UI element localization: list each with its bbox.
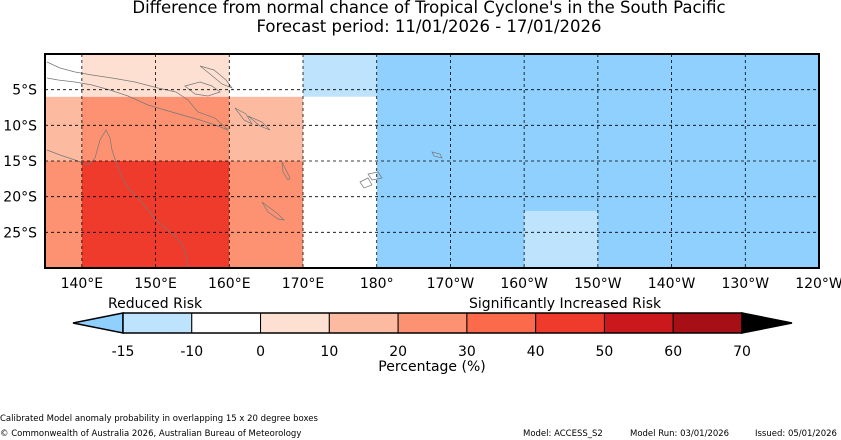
coastline-new-ireland — [199, 65, 234, 89]
risk-cell-10 — [81, 161, 230, 268]
colorbar: -15 -10 0 10 20 30 40 50 60 70 — [72, 312, 793, 360]
risk-cell-2 — [229, 54, 303, 97]
colorbar-tick-label: -15 — [112, 344, 135, 360]
lon-tick-label: 160°E — [208, 276, 251, 292]
coastline-papua-new-guinea — [46, 61, 229, 131]
colorbar-outline — [122, 312, 743, 334]
colorbar-tick-label: 0 — [256, 344, 265, 360]
footer-description: Calibrated Model anomaly probability in … — [0, 414, 318, 424]
colorbar-labels: Reduced Risk Significantly Increased Ris… — [108, 296, 662, 375]
map-axes: 140°E 150°E 160°E 170°E 180° 170°W 160°W 150°W 1… — [3, 83, 841, 292]
lon-tick-label: 140°W — [648, 276, 696, 292]
risk-cell-3 — [303, 54, 377, 97]
colorbar-tick-label: 50 — [596, 344, 614, 360]
map-title: Difference from normal chance of Tropica… — [132, 0, 726, 17]
footer-copyright: © Commonwealth of Australia 2026, Austra… — [0, 429, 302, 439]
colorbar-segment-8 — [672, 312, 743, 334]
risk-cell-8 — [303, 96, 377, 268]
coastline-queensland — [46, 129, 189, 268]
colorbar-tick-label: 30 — [458, 344, 476, 360]
colorbar-over-arrow — [741, 312, 793, 334]
reduced-risk-label: Reduced Risk — [108, 296, 203, 312]
colorbar-segment-6 — [535, 312, 605, 334]
risk-cell-9 — [45, 161, 82, 268]
lon-tick-label: 130°W — [721, 276, 769, 292]
footer-model-run: Model Run: 03/01/2026 — [630, 429, 730, 439]
lat-tick-label: 5°S — [12, 83, 37, 99]
colorbar-tick-label: 60 — [664, 344, 682, 360]
colorbar-tick-label: -10 — [180, 344, 203, 360]
footer-model: Model: ACCESS_S2 — [523, 429, 603, 439]
coastlines — [46, 61, 443, 268]
lat-tick-label: 15°S — [3, 154, 37, 170]
lon-tick-label: 120°W — [795, 276, 841, 292]
colorbar-under-arrow — [72, 312, 124, 334]
colorbar-segment-7 — [603, 312, 674, 334]
coastline-samoa — [431, 151, 443, 159]
lat-tick-label: 20°S — [3, 190, 37, 206]
coastline-vanuatu — [281, 161, 291, 181]
colorbar-segment-0 — [122, 312, 193, 334]
colorbar-tick-label: 10 — [320, 344, 338, 360]
coastline-new-caledonia — [261, 201, 286, 221]
graticule — [45, 54, 819, 268]
colorbar-segment-5 — [466, 312, 537, 334]
forecast-period: Forecast period: 11/01/2026 - 17/01/2026 — [256, 17, 602, 36]
map-frame — [44, 53, 820, 269]
lat-tick-label: 10°S — [3, 118, 37, 134]
lat-tick-label: 25°S — [3, 225, 37, 241]
risk-cell-7 — [229, 96, 303, 161]
footer-issued: Issued: 05/01/2026 — [755, 429, 837, 439]
lon-tick-label: 150°E — [134, 276, 177, 292]
colorbar-segment-4 — [397, 312, 468, 334]
coastline-fiji — [359, 171, 383, 189]
coastline-solomons — [234, 107, 271, 131]
lon-tick-label: 180° — [360, 276, 394, 292]
colorbar-segment-3 — [328, 312, 399, 334]
increased-risk-label: Significantly Increased Risk — [469, 296, 662, 312]
lon-tick-label: 170°W — [427, 276, 475, 292]
lon-tick-label: 160°W — [500, 276, 548, 292]
risk-cell-5 — [45, 96, 82, 161]
risk-cell-0 — [45, 54, 82, 97]
colorbar-tick-label: 70 — [733, 344, 751, 360]
risk-cell-11 — [229, 161, 303, 268]
colorbar-segment-1 — [191, 312, 262, 334]
colorbar-tick-label: 20 — [389, 344, 407, 360]
coastline-new-britain — [184, 81, 221, 97]
lon-tick-label: 170°E — [282, 276, 325, 292]
risk-cell-12 — [524, 210, 598, 268]
lon-tick-label: 150°W — [574, 276, 622, 292]
colorbar-segment-2 — [260, 312, 330, 334]
colorbar-tick-label: 40 — [527, 344, 545, 360]
percentage-axis-label: Percentage (%) — [378, 359, 485, 375]
lon-tick-label: 140°E — [61, 276, 104, 292]
